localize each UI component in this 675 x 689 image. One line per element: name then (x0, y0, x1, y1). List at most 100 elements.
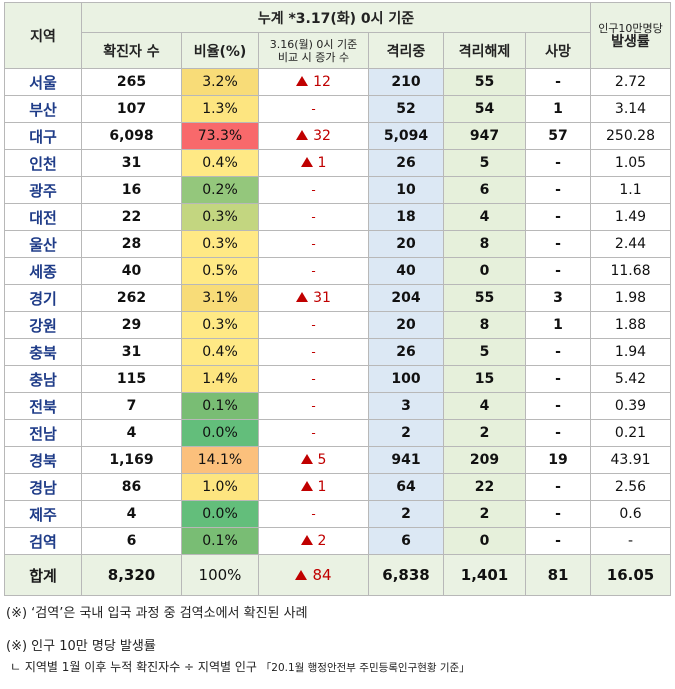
rate-value: 1.1 (590, 176, 671, 204)
increase-triangle-icon (296, 76, 309, 86)
total-confirmed: 8,320 (81, 554, 182, 596)
quarantined-count: 210 (368, 68, 444, 96)
increase-number: 1 (317, 479, 327, 495)
released-count: 55 (443, 284, 526, 312)
quarantined-count: 2 (368, 500, 444, 528)
table-row: 충북 31 0.4% -26 5-1.94 (4, 338, 671, 366)
quarantined-count: 20 (368, 311, 444, 339)
ratio-value: 0.3% (181, 230, 259, 258)
rate-value: 1.98 (590, 284, 671, 312)
increase-number: 2 (317, 533, 327, 549)
increase-value: - (258, 95, 369, 123)
quarantined-count: 100 (368, 365, 444, 393)
increase-value: - (258, 176, 369, 204)
increase-value: - (258, 338, 369, 366)
rate-value: - (590, 527, 671, 555)
ratio-value: 1.4% (181, 365, 259, 393)
ratio-value: 0.5% (181, 257, 259, 285)
total-increase: 84 (258, 554, 369, 596)
death-count: - (525, 203, 591, 231)
region-name: 충북 (4, 338, 82, 366)
increase-value: - (258, 419, 369, 447)
increase-number: - (311, 264, 316, 278)
released-count: 0 (443, 527, 526, 555)
region-name: 인천 (4, 149, 82, 177)
released-count: 2 (443, 500, 526, 528)
footnote-formula-text: ㄴ 지역별 1월 이후 누적 확진자수 ÷ 지역별 인구 (10, 660, 257, 674)
region-name: 서울 (4, 68, 82, 96)
table-row: 광주 16 0.2% -10 6-1.1 (4, 176, 671, 204)
footnote-source: 「20.1월 행정안전부 주민등록인구현황 기준」 (260, 662, 470, 674)
quarantined-count: 2 (368, 419, 444, 447)
increase-number: 31 (313, 290, 331, 306)
region-name: 경남 (4, 473, 82, 501)
region-name: 대구 (4, 122, 82, 150)
rate-value: 250.28 (590, 122, 671, 150)
confirmed-count: 1,169 (81, 446, 182, 474)
death-count: - (525, 419, 591, 447)
death-count: - (525, 392, 591, 420)
quarantined-count: 18 (368, 203, 444, 231)
quarantined-count: 6 (368, 527, 444, 555)
quarantined-count: 20 (368, 230, 444, 258)
confirmed-count: 31 (81, 338, 182, 366)
death-count: - (525, 257, 591, 285)
increase-value: 2 (258, 527, 369, 555)
header-increase-line1: 3.16(월) 0시 기준 (269, 37, 358, 51)
confirmed-count: 7 (81, 392, 182, 420)
table-row: 대구 6,098 73.3% 32 5,094 947 57 250.28 (4, 122, 671, 150)
increase-number: - (311, 426, 316, 440)
quarantined-count: 40 (368, 257, 444, 285)
header-increase: 3.16(월) 0시 기준 비교 시 증가 수 (258, 32, 369, 69)
death-count: - (525, 527, 591, 555)
rate-value: 3.14 (590, 95, 671, 123)
table-row: 제주 4 0.0% -2 2-0.6 (4, 500, 671, 528)
increase-value: - (258, 203, 369, 231)
total-row: 합계 8,320 100% 84 6,838 1,401 81 16.05 (4, 554, 671, 596)
quarantined-count: 26 (368, 338, 444, 366)
table-row: 울산 28 0.3% -20 8-2.44 (4, 230, 671, 258)
released-count: 8 (443, 311, 526, 339)
increase-number: - (311, 318, 316, 332)
death-count: - (525, 338, 591, 366)
increase-triangle-icon (296, 130, 309, 140)
increase-value: - (258, 230, 369, 258)
rate-value: 5.42 (590, 365, 671, 393)
released-count: 15 (443, 365, 526, 393)
rate-value: 2.56 (590, 473, 671, 501)
header-confirmed: 확진자 수 (81, 32, 182, 69)
confirmed-count: 22 (81, 203, 182, 231)
increase-number: - (311, 102, 316, 116)
confirmed-count: 4 (81, 500, 182, 528)
header-ratio: 비율(%) (181, 32, 259, 69)
death-count: - (525, 149, 591, 177)
increase-value: - (258, 365, 369, 393)
released-count: 0 (443, 257, 526, 285)
confirmed-count: 265 (81, 68, 182, 96)
table-row: 경남 86 1.0% 1 64 22-2.56 (4, 473, 671, 501)
rate-value: 0.39 (590, 392, 671, 420)
rate-value: 11.68 (590, 257, 671, 285)
region-name: 광주 (4, 176, 82, 204)
header-released: 격리해제 (443, 32, 526, 69)
rate-value: 1.49 (590, 203, 671, 231)
confirmed-count: 262 (81, 284, 182, 312)
confirmed-count: 115 (81, 365, 182, 393)
footnotes: (※) ‘검역’은 국내 입국 과정 중 검역소에서 확진된 사례 (※) 인구… (6, 602, 666, 681)
table-body: 서울 265 3.2% 12 210 55-2.72 부산 107 1.3% -52 54 1 3.14… (4, 68, 671, 555)
increase-number: 12 (313, 74, 331, 90)
increase-triangle-icon (300, 535, 313, 545)
increase-value: 12 (258, 68, 369, 96)
increase-number: 1 (317, 155, 327, 171)
quarantined-count: 941 (368, 446, 444, 474)
increase-triangle-icon (300, 157, 313, 167)
increase-value: 1 (258, 473, 369, 501)
region-name: 전남 (4, 419, 82, 447)
quarantined-count: 3 (368, 392, 444, 420)
table-row: 경북 1,169 14.1% 5 941 209 19 43.91 (4, 446, 671, 474)
increase-value: 1 (258, 149, 369, 177)
increase-number: - (311, 372, 316, 386)
rate-value: 2.44 (590, 230, 671, 258)
released-count: 2 (443, 419, 526, 447)
ratio-value: 0.3% (181, 311, 259, 339)
